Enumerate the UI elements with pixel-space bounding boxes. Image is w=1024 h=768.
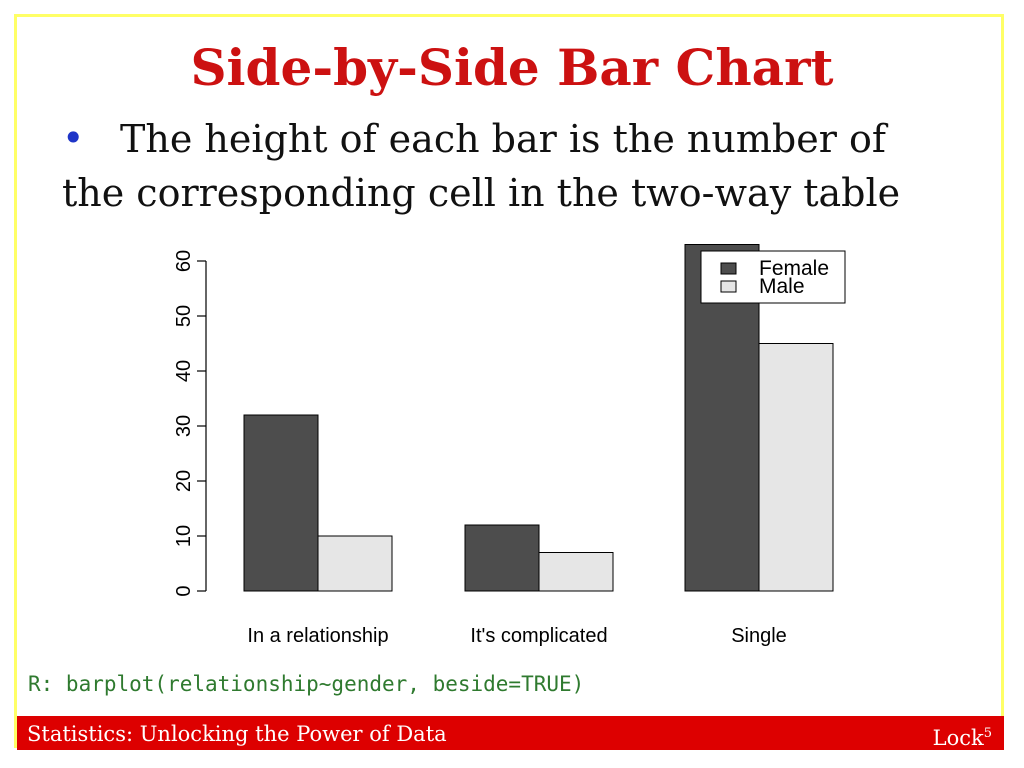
- y-tick-label: 10: [173, 525, 195, 547]
- legend-swatch-female: [720, 262, 737, 275]
- y-tick-label: 30: [173, 415, 195, 437]
- bullet-dot-icon: •: [62, 116, 85, 160]
- x-category-label: It's complicated: [470, 625, 607, 647]
- footer-bar: Statistics: Unlocking the Power of Data …: [17, 716, 1004, 750]
- footer-author: Lock5: [933, 719, 992, 753]
- x-category-label: In a relationship: [247, 625, 388, 647]
- y-tick-label: 60: [173, 250, 195, 272]
- x-category-label: Single: [731, 625, 787, 647]
- bullet-text-line1: The height of each bar is the number of: [120, 117, 886, 161]
- legend-label-male: Male: [759, 275, 805, 298]
- bar-male-2: [758, 343, 834, 592]
- bullet-text-line2: the corresponding cell in the two-way ta…: [62, 171, 901, 215]
- bar-female-1: [464, 524, 540, 592]
- legend-label-female: Female: [759, 257, 829, 280]
- slide-title: Side-by-Side Bar Chart: [190, 38, 834, 97]
- r-code-line: R: barplot(relationship~gender, beside=T…: [28, 672, 585, 696]
- y-tick-label: 20: [173, 470, 195, 492]
- y-tick-label: 40: [173, 360, 195, 382]
- legend-swatch-male: [720, 280, 737, 293]
- bar-male-0: [317, 535, 393, 592]
- legend-box: [700, 250, 846, 304]
- footer-author-superscript: 5: [983, 726, 992, 741]
- bar-female-0: [243, 414, 319, 592]
- y-tick-label: 0: [173, 585, 195, 596]
- bar-male-1: [538, 552, 614, 592]
- footer-course-title: Statistics: Unlocking the Power of Data: [27, 722, 447, 746]
- y-tick-label: 50: [173, 305, 195, 327]
- footer-author-name: Lock: [932, 726, 984, 750]
